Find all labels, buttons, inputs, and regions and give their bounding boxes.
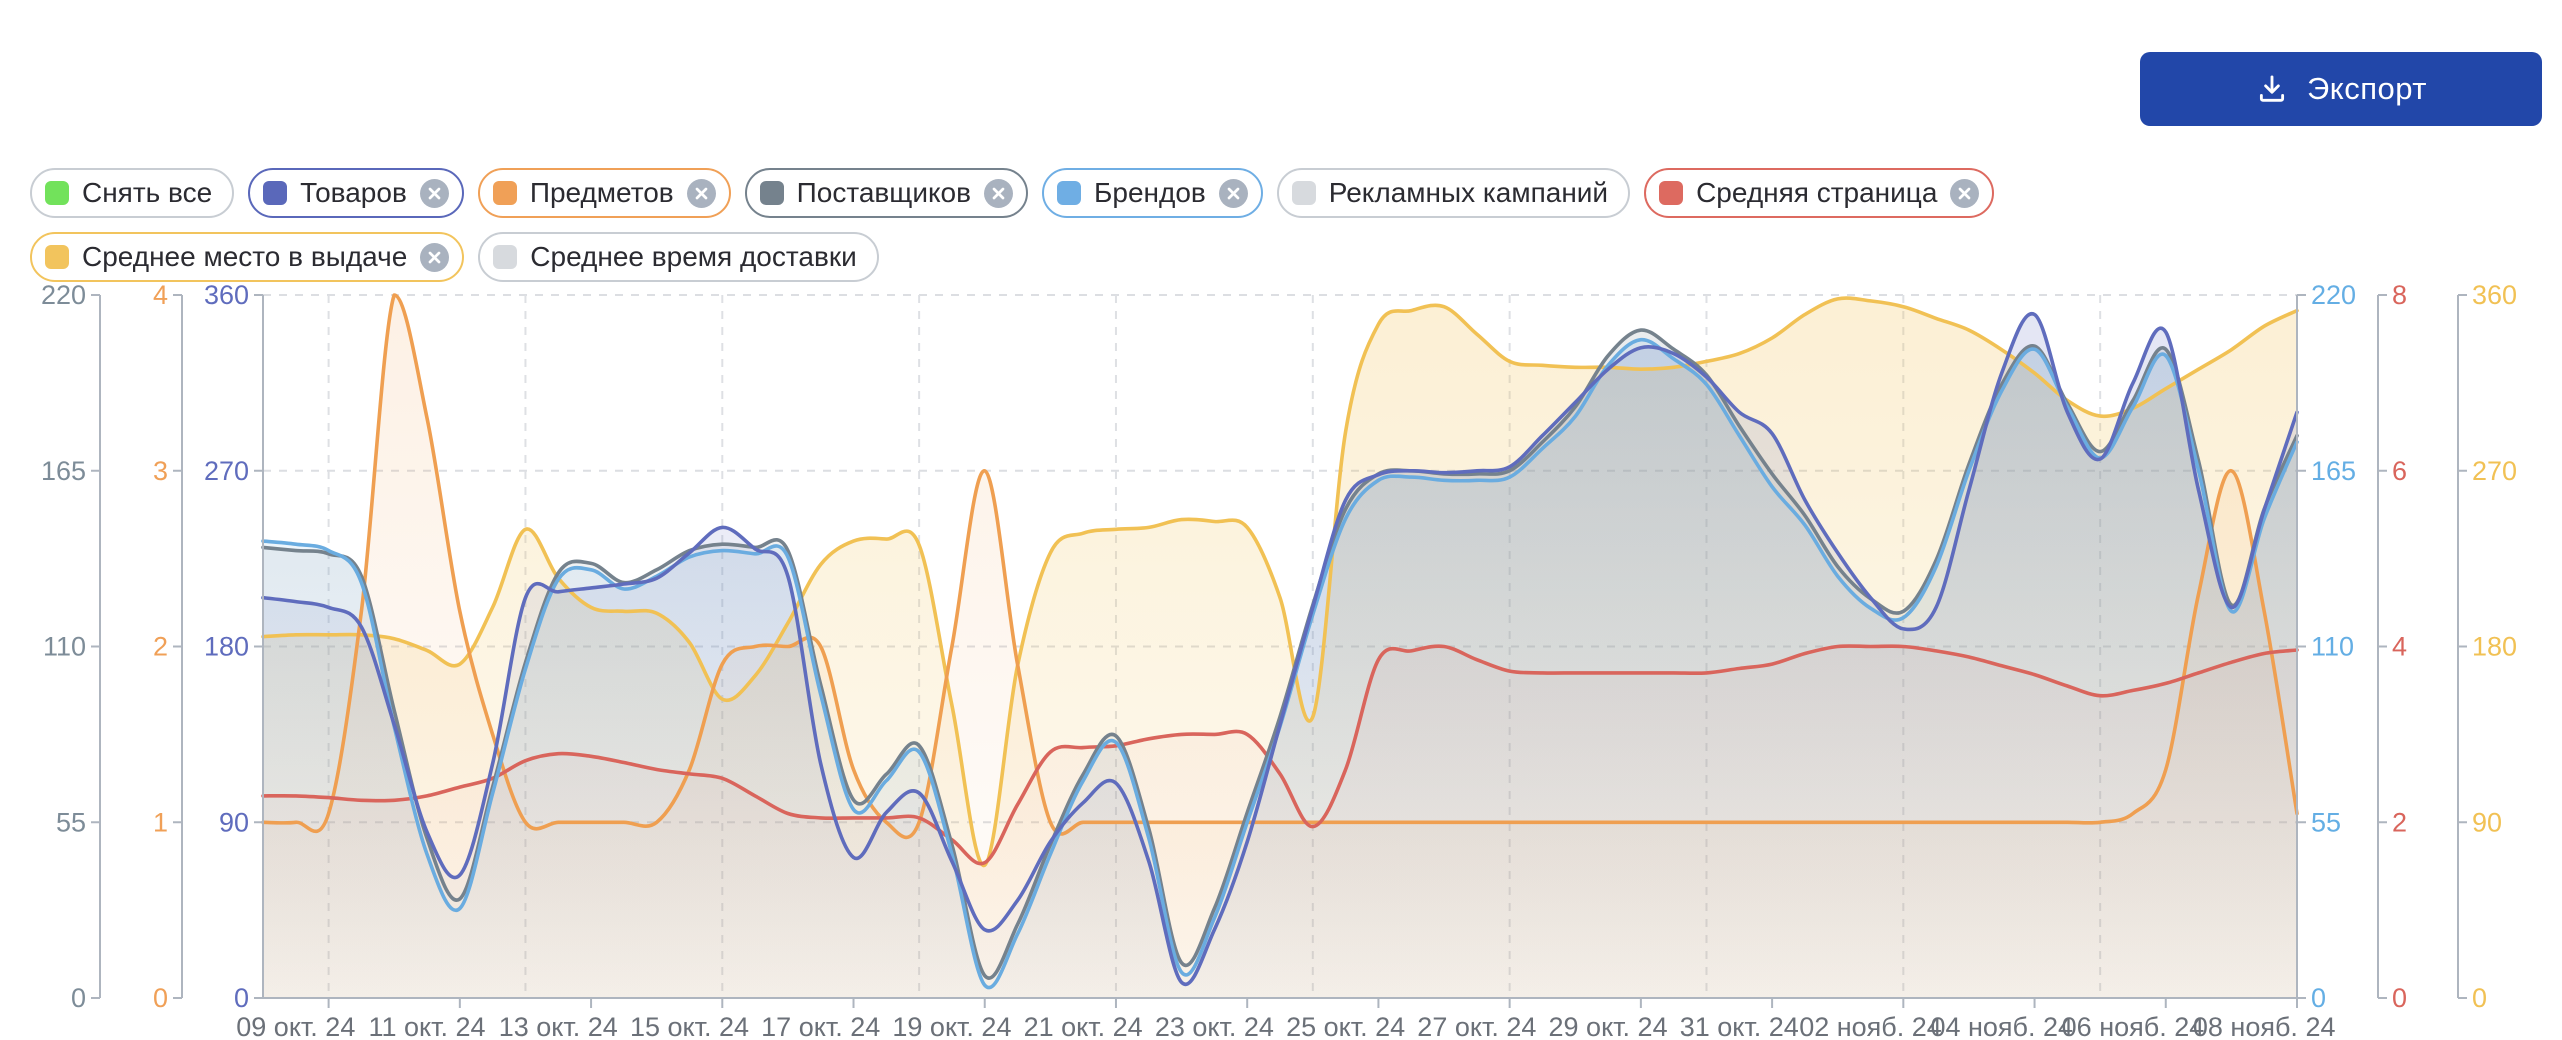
series-color-swatch: [1057, 181, 1081, 205]
filter-chip[interactable]: Предметов: [477, 168, 731, 218]
y-axis-tick-label: 360: [204, 280, 249, 310]
series-color-swatch: [492, 181, 517, 205]
series-line-2: [261, 293, 2299, 840]
series-area-4: [263, 339, 2297, 998]
filter-chip[interactable]: Средняя страница: [1644, 168, 1995, 218]
series-line-4: [261, 337, 2299, 990]
filter-chip-label: Предметов: [529, 177, 674, 208]
y-axis-tick-label: 8: [2392, 280, 2407, 310]
y-axis-tick-label: 0: [2311, 983, 2326, 1013]
series-color-swatch: [263, 181, 288, 205]
series-line-5: [261, 644, 2299, 866]
filter-chip-label: Рекламных кампаний: [1328, 177, 1609, 208]
series-line-6: [261, 296, 2299, 868]
filter-chip-label: Брендов: [1094, 177, 1206, 208]
y-axis-tick-label: 270: [2472, 456, 2517, 486]
x-axis-tick-label: 02 нояб. 24: [1799, 1012, 1942, 1040]
filter-chip-label: Поставщиков: [796, 177, 971, 208]
y-axis-tick-label: 110: [43, 632, 86, 662]
export-button-label: Экспорт: [2307, 71, 2427, 106]
x-axis-tick-label: 09 окт. 24: [236, 1012, 355, 1040]
y-axis-tick-label: 90: [219, 807, 249, 837]
x-axis-tick-label: 06 нояб. 24: [2062, 1012, 2205, 1040]
filter-chip[interactable]: Рекламных кампаний: [1276, 168, 1631, 218]
series-line-3: [261, 328, 2299, 980]
remove-icon[interactable]: [1950, 178, 1980, 208]
chart[interactable]: 0551101652200123409018027036005511016522…: [0, 280, 2562, 1040]
x-axis-tick-label: 11 окт. 24: [368, 1012, 485, 1040]
filter-chip[interactable]: Брендов: [1042, 168, 1263, 218]
y-axis-tick-label: 270: [204, 456, 249, 486]
x-axis-tick-label: 29 окт. 24: [1549, 1012, 1668, 1040]
y-axis-tick-label: 4: [153, 280, 168, 310]
x-axis-tick-label: 25 окт. 24: [1286, 1012, 1405, 1040]
y-axis-tick-label: 180: [204, 632, 249, 662]
x-axis-tick-label: 15 окт. 24: [630, 1012, 749, 1040]
filter-chips: Снять все Товаров Предметов Поставщиков Брен…: [30, 168, 1995, 282]
series-color-swatch: [759, 181, 784, 205]
series-color-swatch: [45, 181, 69, 205]
x-axis-tick-label: 17 окт. 24: [761, 1012, 880, 1040]
y-axis-tick-label: 4: [2392, 632, 2407, 662]
series-color-swatch: [1659, 181, 1684, 205]
filter-chip-label: Среднее место в выдаче: [82, 241, 408, 272]
x-axis-tick-label: 31 окт. 24: [1680, 1012, 1799, 1040]
filter-chip-label: Снять все: [82, 177, 213, 208]
x-axis-tick-label: 13 окт. 24: [499, 1012, 618, 1040]
filter-chip[interactable]: Поставщиков: [744, 168, 1028, 218]
y-axis-tick-label: 220: [41, 280, 86, 310]
y-axis-tick-label: 165: [41, 456, 86, 486]
y-axis-tick-label: 2: [153, 632, 168, 662]
y-axis-tick-label: 2: [2392, 807, 2407, 837]
filter-chip-label: Товаров: [300, 177, 407, 208]
y-axis-tick-label: 110: [2311, 632, 2354, 662]
x-axis-tick-label: 08 нояб. 24: [2193, 1012, 2336, 1040]
y-axis-tick-label: 220: [2311, 280, 2356, 310]
y-axis-tick-label: 0: [2392, 983, 2407, 1013]
series-color-swatch: [493, 245, 518, 269]
y-axis-tick-label: 0: [234, 983, 249, 1013]
y-axis-tick-label: 6: [2392, 456, 2407, 486]
x-axis-tick-label: 19 окт. 24: [892, 1012, 1011, 1040]
filter-chip-label: Среднее время доставки: [530, 241, 857, 272]
filter-chip[interactable]: Среднее место в выдаче: [30, 232, 465, 282]
filter-chip[interactable]: Товаров: [248, 168, 464, 218]
x-axis-tick-label: 04 нояб. 24: [1930, 1012, 2073, 1040]
series-color-swatch: [45, 245, 69, 269]
y-axis-tick-label: 3: [153, 456, 168, 486]
download-icon: [2255, 72, 2289, 106]
x-axis-tick-label: 21 окт. 24: [1024, 1012, 1143, 1040]
export-button[interactable]: Экспорт: [2140, 52, 2542, 126]
remove-icon[interactable]: [686, 178, 716, 208]
y-axis-tick-label: 55: [56, 807, 86, 837]
y-axis-tick-label: 55: [2311, 807, 2341, 837]
remove-icon[interactable]: [419, 178, 449, 208]
filter-chip-label: Средняя страница: [1696, 177, 1938, 208]
y-axis-tick-label: 90: [2472, 807, 2502, 837]
y-axis-tick-label: 165: [2311, 456, 2356, 486]
filter-chip[interactable]: Снять все: [30, 168, 235, 218]
x-axis-tick-label: 23 окт. 24: [1155, 1012, 1274, 1040]
filter-chip[interactable]: Среднее время доставки: [478, 232, 879, 282]
filter-chip-row-1: Снять все Товаров Предметов Поставщиков Брен…: [30, 168, 1995, 218]
y-axis-tick-label: 0: [71, 983, 86, 1013]
y-axis-tick-label: 180: [2472, 632, 2517, 662]
filter-chip-row-2: Среднее место в выдаче Среднее время дост…: [30, 232, 1994, 282]
series-line-1: [261, 311, 2299, 987]
x-axis-tick-label: 27 окт. 24: [1417, 1012, 1536, 1040]
remove-icon[interactable]: [1218, 178, 1248, 208]
y-axis-tick-label: 360: [2472, 280, 2517, 310]
remove-icon[interactable]: [420, 242, 450, 272]
y-axis-tick-label: 1: [153, 807, 168, 837]
y-axis-tick-label: 0: [153, 983, 168, 1013]
series-color-swatch: [1291, 181, 1316, 205]
remove-icon[interactable]: [984, 178, 1013, 208]
y-axis-tick-label: 0: [2472, 983, 2487, 1013]
